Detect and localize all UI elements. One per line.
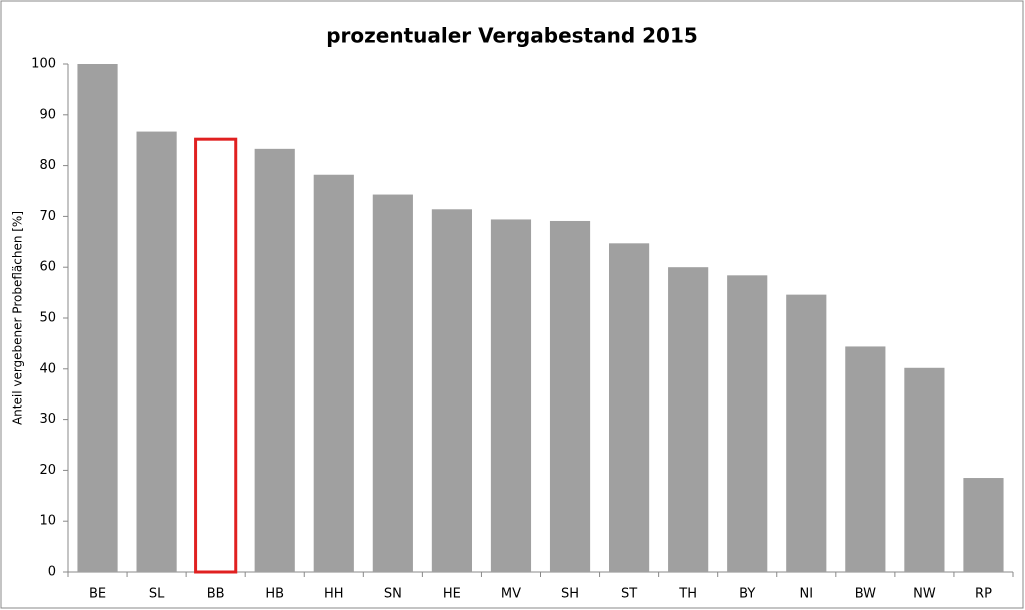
bar <box>963 478 1004 572</box>
y-tick-label: 40 <box>39 361 56 376</box>
bar <box>431 209 472 572</box>
x-tick-label: BW <box>855 587 876 602</box>
x-tick-label: ST <box>621 587 637 602</box>
y-tick-label: 0 <box>48 565 56 580</box>
y-tick-label: 50 <box>39 311 56 326</box>
bar <box>136 131 177 572</box>
x-tick-label: NW <box>913 587 936 602</box>
x-tick-label: SL <box>149 587 165 602</box>
y-tick-label: 80 <box>39 158 56 173</box>
bar <box>786 294 827 572</box>
x-tick-label: HE <box>443 587 461 602</box>
bar <box>845 346 886 572</box>
x-tick-label: HB <box>265 587 284 602</box>
y-tick-label: 90 <box>39 107 56 122</box>
x-tick-label: BB <box>207 587 225 602</box>
x-tick-label: NI <box>800 587 814 602</box>
bar <box>549 220 591 573</box>
bar <box>490 219 532 572</box>
bar <box>668 267 709 572</box>
x-tick-label: BE <box>89 587 106 602</box>
bar <box>254 148 295 572</box>
chart-title: prozentualer Vergabestand 2015 <box>326 24 698 48</box>
x-tick-label: MV <box>501 587 521 602</box>
bar <box>313 174 354 572</box>
x-tick-label: BY <box>739 587 755 602</box>
y-tick-label: 60 <box>39 260 56 275</box>
y-tick-label: 10 <box>39 514 56 529</box>
x-tick-label: HH <box>324 587 344 602</box>
bar <box>77 64 118 572</box>
bar <box>372 194 413 572</box>
x-tick-label: RP <box>975 587 992 602</box>
x-tick-label: SH <box>561 587 579 602</box>
bar <box>904 367 945 572</box>
y-axis-label: Anteil vergebener Probeflächen [%] <box>11 211 25 425</box>
x-tick-label: TH <box>678 587 697 602</box>
bar <box>609 243 650 572</box>
y-tick-label: 70 <box>39 209 56 224</box>
y-tick-label: 100 <box>31 57 56 72</box>
y-tick-label: 20 <box>39 463 56 478</box>
x-tick-label: SN <box>384 587 402 602</box>
y-tick-label: 30 <box>39 412 56 427</box>
bar <box>727 275 768 572</box>
bar <box>194 137 238 574</box>
